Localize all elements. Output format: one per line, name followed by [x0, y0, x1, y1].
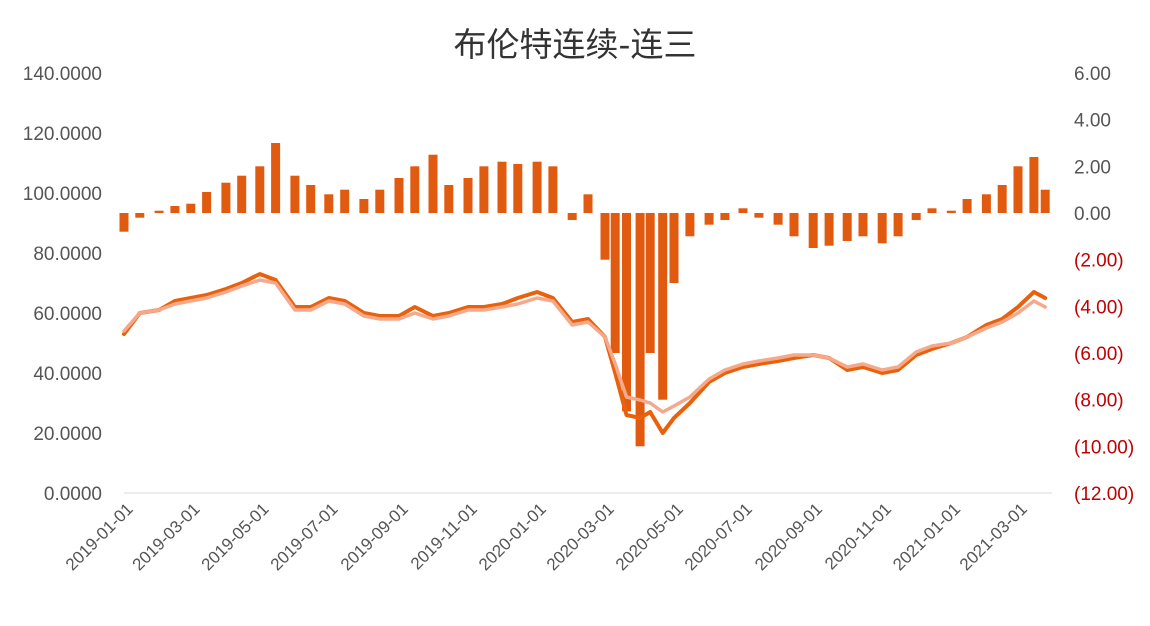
spread-bar — [202, 192, 212, 213]
right-tick-label: (6.00) — [1074, 344, 1124, 365]
x-tick-label: 2020-07-01 — [681, 499, 756, 574]
spread-bar — [1029, 157, 1039, 213]
spread-bar — [340, 189, 350, 213]
right-tick-label: 0.00 — [1074, 204, 1111, 225]
spread-bar — [754, 213, 764, 218]
spread-bar — [946, 210, 956, 213]
spread-bar — [1040, 189, 1050, 213]
spread-bar — [720, 213, 730, 220]
spread-bar — [808, 213, 818, 248]
spread-bar — [119, 213, 129, 232]
spread-bar — [610, 213, 620, 353]
x-tick-label: 2020-09-01 — [751, 499, 826, 574]
spread-bar — [154, 210, 164, 213]
spread-bar — [548, 166, 558, 213]
spread-bar — [858, 213, 868, 237]
spread-bar — [600, 213, 610, 260]
spread-bar — [981, 194, 991, 213]
x-tick-label: 2019-11-01 — [407, 499, 481, 573]
spread-bar — [221, 182, 231, 213]
spread-bar — [237, 175, 247, 213]
left-tick-label: 80.0000 — [33, 244, 102, 265]
spread-bar — [893, 213, 903, 237]
spread-bar — [685, 213, 695, 237]
spread-bar — [170, 206, 180, 213]
spread-bar — [324, 194, 334, 213]
left-tick-label: 60.0000 — [33, 304, 102, 325]
spread-bar — [738, 208, 748, 213]
spread-bar — [271, 143, 281, 213]
chart-title: 布伦特连续-连三 — [454, 25, 697, 64]
spread-bar — [444, 185, 454, 213]
x-tick-label: 2020-03-01 — [543, 499, 618, 574]
x-tick-label: 2020-11-01 — [821, 499, 895, 573]
spread-bar — [635, 213, 645, 447]
spread-bar — [359, 199, 369, 213]
spread-bar — [135, 213, 145, 218]
x-tick-label: 2020-01-01 — [475, 499, 550, 574]
left-tick-label: 140.0000 — [23, 64, 102, 85]
spread-bar — [842, 213, 852, 241]
continuous-price-line — [122, 272, 1048, 435]
spread-bar — [428, 154, 438, 213]
x-tick-label: 2021-01-01 — [889, 499, 964, 574]
spread-bar — [583, 194, 593, 213]
left-tick-label: 120.0000 — [23, 124, 102, 145]
x-tick-label: 2019-01-01 — [62, 499, 137, 574]
left-tick-label: 100.0000 — [23, 184, 102, 205]
left-tick-label: 0.0000 — [44, 484, 102, 505]
x-axis-ticks: 2019-01-012019-03-012019-05-012019-07-01… — [62, 499, 1031, 574]
spread-bar — [255, 166, 265, 213]
x-tick-label: 2019-07-01 — [267, 499, 342, 574]
spread-bar — [645, 213, 655, 353]
spread-bars — [119, 143, 1050, 447]
right-tick-label: 6.00 — [1074, 64, 1111, 85]
spread-bar — [789, 213, 799, 237]
left-tick-label: 40.0000 — [33, 364, 102, 385]
spread-bar — [532, 161, 542, 213]
right-axis-ticks: (12.00) (10.00) (8.00) (6.00) (4.00) (2.00) 0.… — [1074, 64, 1134, 505]
spread-bar — [394, 178, 404, 213]
right-tick-label: (4.00) — [1074, 297, 1124, 318]
spread-bar — [824, 213, 834, 246]
x-tick-label: 2019-03-01 — [129, 499, 204, 574]
spread-bar — [911, 213, 921, 220]
price-lines — [122, 272, 1048, 435]
spread-bar — [669, 213, 679, 283]
spread-bar — [479, 166, 489, 213]
spread-bar — [463, 178, 473, 213]
spread-bar — [410, 166, 420, 213]
spread-bar — [1013, 166, 1023, 213]
spread-bar — [497, 161, 507, 213]
x-tick-label: 2019-05-01 — [198, 499, 273, 574]
spread-bar — [513, 164, 523, 213]
x-tick-label: 2019-09-01 — [337, 499, 412, 574]
x-tick-label: 2021-03-01 — [956, 499, 1031, 574]
x-tick-label: 2020-05-01 — [612, 499, 687, 574]
right-tick-label: (8.00) — [1074, 391, 1124, 412]
spread-bar — [622, 213, 631, 412]
right-tick-label: (12.00) — [1074, 484, 1134, 505]
spread-bar — [306, 185, 316, 213]
third-month-price-line — [122, 278, 1047, 414]
left-axis-ticks: 0.0000 20.0000 40.0000 60.0000 80.0000 100.00… — [23, 64, 102, 505]
right-tick-label: (10.00) — [1074, 437, 1134, 458]
right-tick-label: 2.00 — [1074, 157, 1111, 178]
spread-bar — [375, 189, 385, 213]
right-tick-label: 4.00 — [1074, 111, 1111, 132]
left-tick-label: 20.0000 — [33, 424, 102, 445]
spread-bar — [290, 175, 300, 213]
spread-bar — [567, 213, 577, 220]
spread-bar — [186, 203, 196, 213]
spread-bar — [997, 185, 1007, 213]
right-tick-label: (2.00) — [1074, 251, 1124, 272]
spread-bar — [962, 199, 972, 213]
spread-bar — [658, 213, 668, 400]
spread-bar — [704, 213, 714, 225]
spread-bar — [773, 213, 783, 225]
spread-bar — [877, 213, 887, 244]
spread-bar — [927, 208, 937, 213]
